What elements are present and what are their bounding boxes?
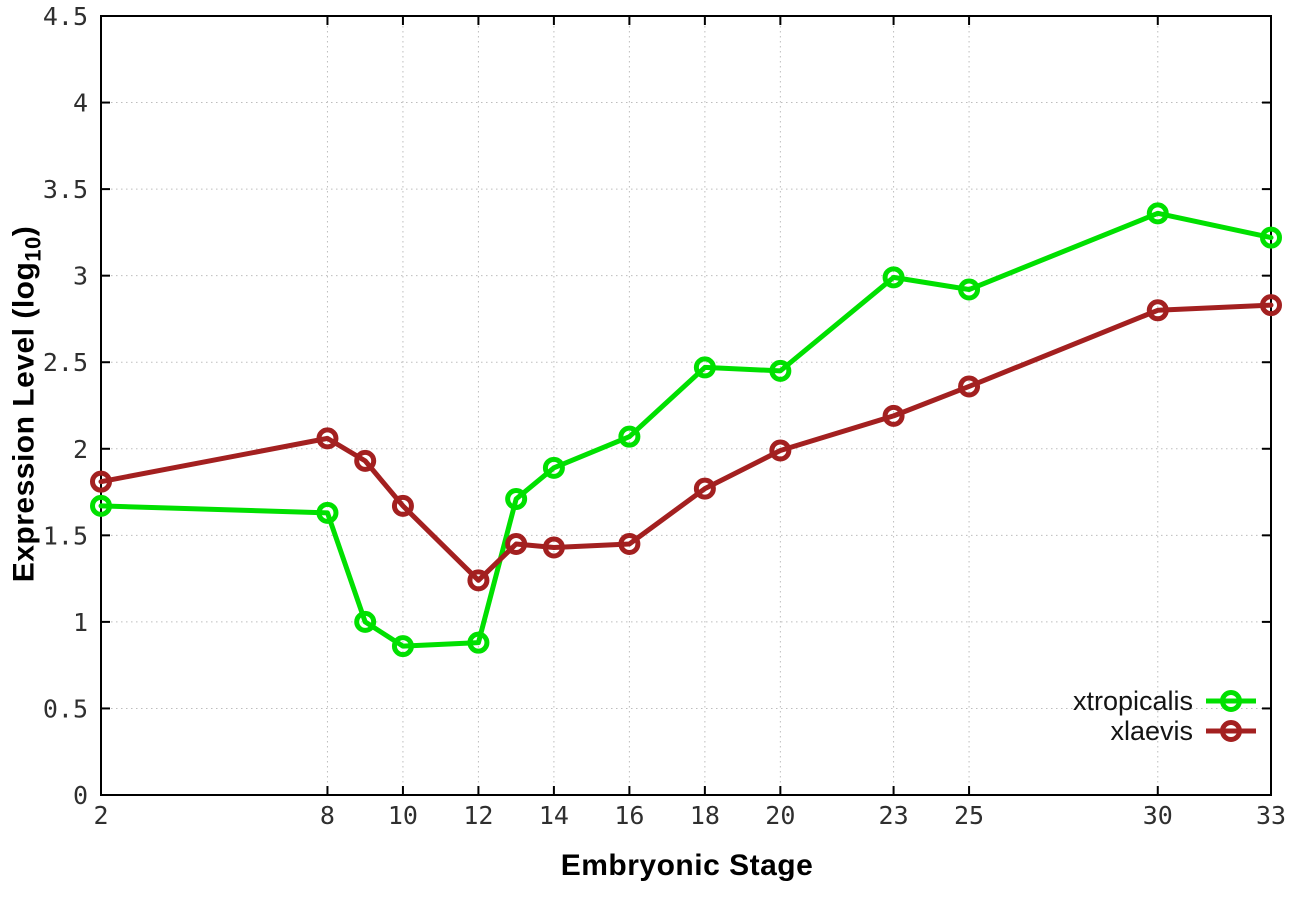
data-point-xlaevis	[354, 449, 377, 472]
data-point-xtropicalis	[391, 635, 414, 658]
data-point-xlaevis	[882, 404, 905, 427]
plot-border	[100, 15, 1272, 796]
data-point-xlaevis	[90, 470, 112, 493]
data-point-xlaevis	[391, 494, 414, 517]
x-tick-label: 14	[539, 801, 569, 830]
y-tick-label: 2	[73, 435, 88, 464]
data-point-xlaevis	[542, 536, 565, 559]
data-point-xtropicalis	[467, 631, 490, 654]
data-point-xlaevis	[316, 427, 339, 450]
series-line-xlaevis	[98, 302, 1274, 583]
x-tick-label: 8	[320, 801, 335, 830]
x-tick-label: 30	[1143, 801, 1173, 830]
data-point-xtropicalis	[958, 278, 981, 301]
x-tick-label: 25	[954, 801, 984, 830]
x-axis-label: Embryonic Stage	[560, 849, 814, 882]
legend-label-xtropicalis: xtropicalis	[1072, 685, 1193, 716]
legend-item-xtropicalis: xtropicalis	[1073, 686, 1259, 716]
data-point-xlaevis	[769, 439, 792, 462]
y-tick-label: 1	[73, 608, 88, 637]
x-tick-label: 2	[93, 801, 108, 830]
data-point-xtropicalis	[1260, 226, 1282, 249]
data-point-xtropicalis	[1146, 202, 1169, 225]
y-axis-label: Expression Level (log10)	[8, 226, 47, 583]
y-axis-label-suffix: )	[7, 225, 41, 237]
y-axis-label-text: Expression Level (log	[7, 261, 41, 583]
y-tick-label: 4.5	[43, 2, 88, 31]
data-point-xtropicalis	[882, 266, 905, 289]
legend-label-xlaevis: xlaevis	[1110, 715, 1193, 746]
series-line-xtropicalis	[98, 210, 1274, 649]
data-point-xlaevis	[467, 569, 490, 592]
data-point-xtropicalis	[316, 501, 339, 524]
y-tick-label: 0	[73, 781, 88, 810]
x-tick-label: 12	[463, 801, 493, 830]
legend-marker-xlaevis	[1206, 720, 1256, 742]
x-tick-label: 16	[614, 801, 644, 830]
data-point-xtropicalis	[693, 356, 716, 379]
legend-marker-xtropicalis	[1206, 690, 1256, 712]
x-tick-label: 20	[765, 801, 795, 830]
y-tick-label: 3.5	[43, 175, 88, 204]
x-tick-label: 10	[388, 801, 418, 830]
y-tick-label: 3	[73, 262, 88, 291]
data-point-xlaevis	[618, 532, 641, 555]
x-tick-label: 18	[690, 801, 720, 830]
x-tick-label: 23	[879, 801, 909, 830]
legend-item-xlaevis: xlaevis	[1110, 716, 1259, 746]
data-point-xtropicalis	[618, 425, 641, 448]
data-point-xlaevis	[693, 477, 716, 500]
data-point-xtropicalis	[542, 456, 565, 479]
y-axis-label-subscript: 10	[20, 236, 46, 262]
legend: xtropicalis xlaevis	[1073, 686, 1259, 746]
y-tick-label: 4	[73, 89, 88, 118]
x-tick-label: 33	[1256, 801, 1286, 830]
y-tick-label: 0.5	[43, 694, 88, 723]
data-point-xlaevis	[505, 532, 528, 555]
data-point-xlaevis	[958, 375, 981, 398]
data-point-xtropicalis	[505, 487, 528, 510]
data-point-xtropicalis	[90, 494, 112, 517]
data-point-xlaevis	[1260, 294, 1282, 317]
data-point-xlaevis	[1146, 299, 1169, 322]
y-tick-label: 2.5	[43, 348, 88, 377]
y-tick-label: 1.5	[43, 521, 88, 550]
data-point-xtropicalis	[769, 359, 792, 382]
data-point-xtropicalis	[354, 610, 377, 633]
